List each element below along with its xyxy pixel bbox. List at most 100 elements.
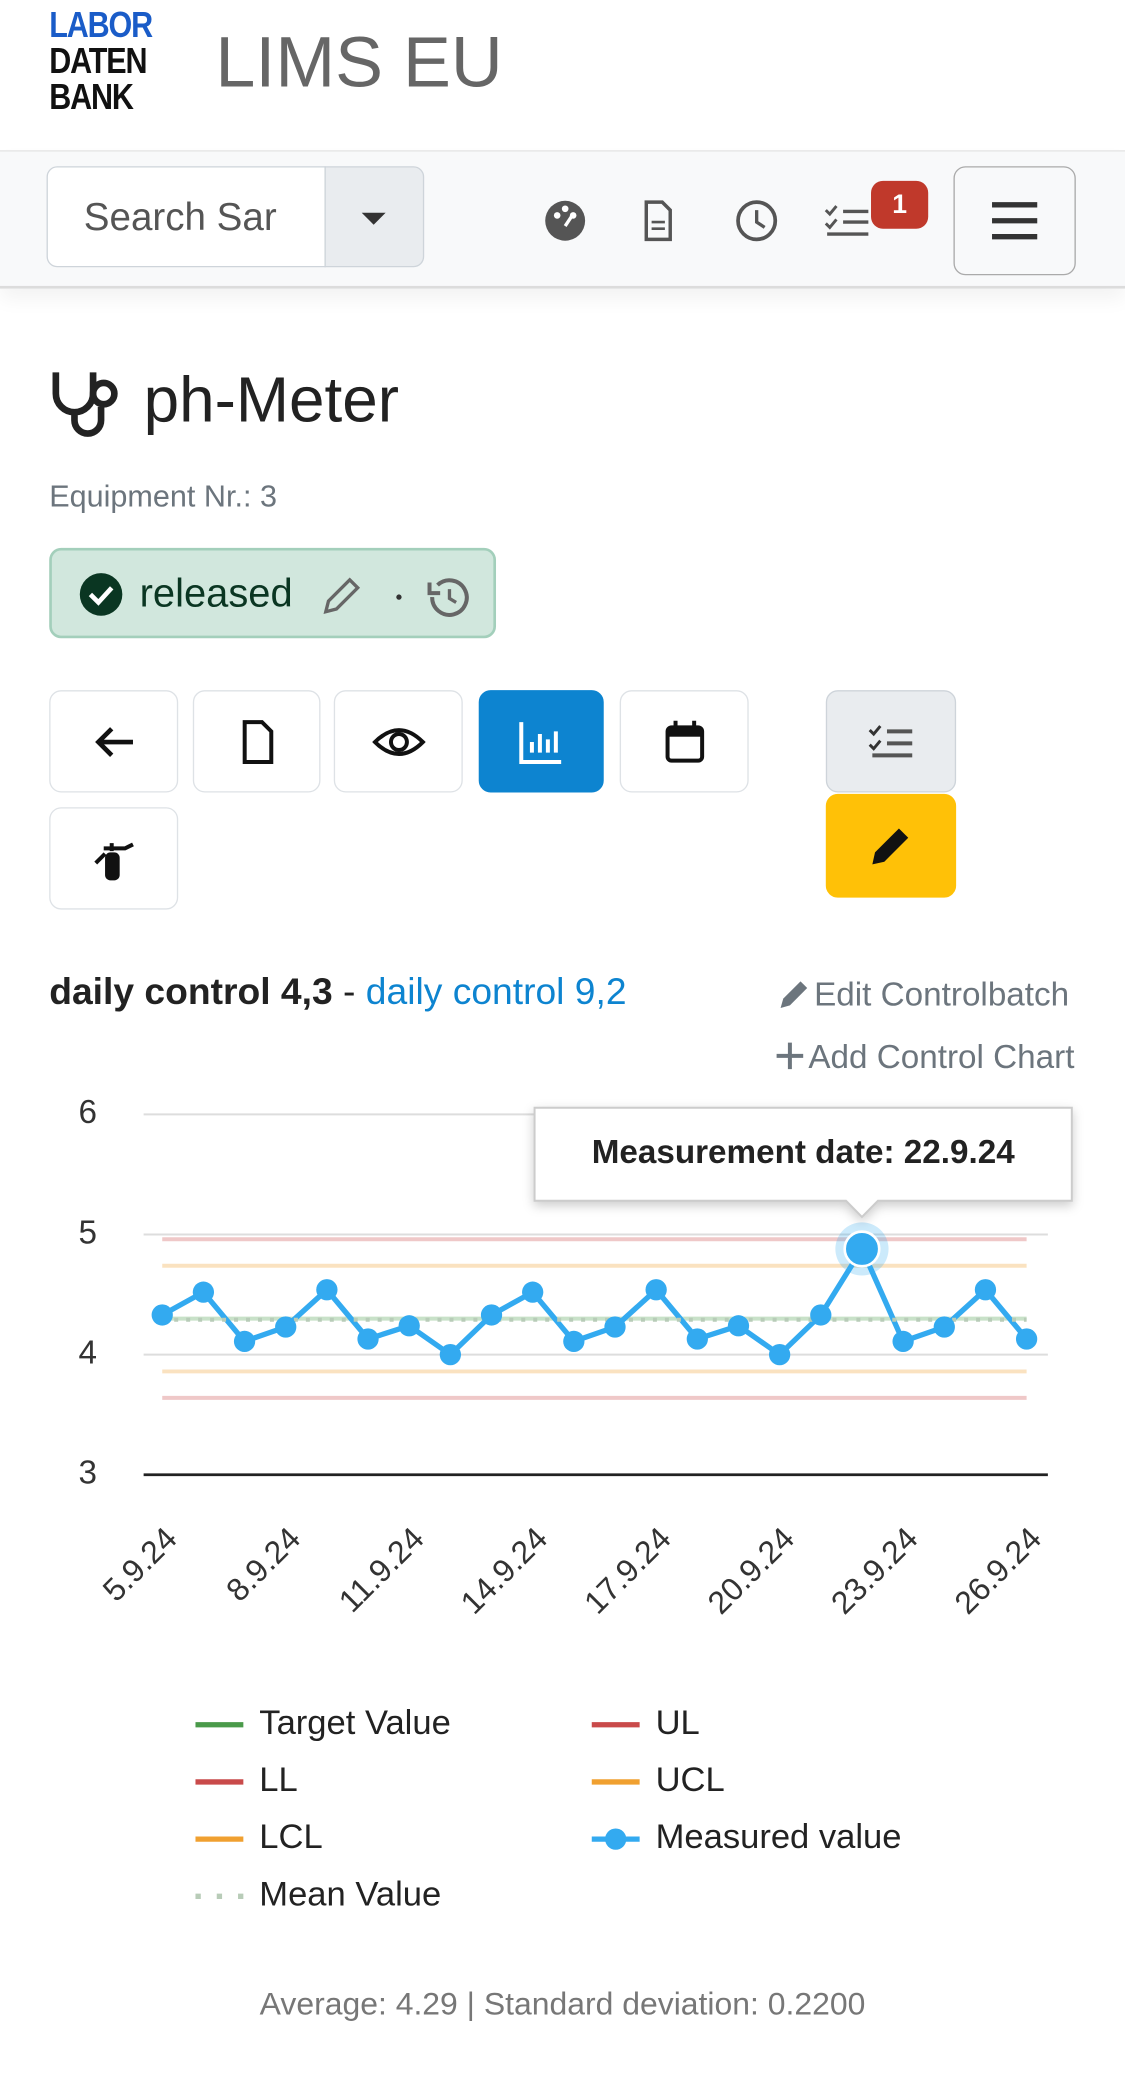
- app-title: LIMS EU: [215, 22, 503, 103]
- legend-item[interactable]: LCL: [195, 1818, 323, 1856]
- data-point: [480, 1304, 503, 1326]
- data-point: [563, 1330, 585, 1353]
- legend-label: Target Value: [259, 1704, 450, 1742]
- hamburger-icon: [992, 202, 1038, 240]
- measured-line: [160, 1246, 1029, 1358]
- nav-icons[interactable]: [539, 191, 871, 250]
- legend-item[interactable]: UCL: [591, 1761, 725, 1799]
- notification-badge: 1: [871, 180, 929, 229]
- data-point: [275, 1316, 297, 1338]
- status-actions[interactable]: [318, 574, 491, 619]
- x-tick-label: 23.9.24: [824, 1520, 925, 1621]
- data-point: [892, 1330, 914, 1353]
- chart-icon: [519, 721, 562, 764]
- data-point: [974, 1279, 997, 1301]
- legend-label: Mean Value: [259, 1875, 441, 1913]
- logo-line: LABOR: [49, 5, 153, 46]
- data-point: [1015, 1328, 1038, 1350]
- pencil-icon: [780, 981, 808, 1008]
- legend-item[interactable]: LL: [195, 1761, 298, 1799]
- checklist-icon: [868, 724, 913, 757]
- y-tick-label: 4: [79, 1334, 97, 1371]
- search-input[interactable]: Search Sar: [46, 166, 326, 268]
- stethoscope-icon: [52, 372, 118, 437]
- legend-label: UCL: [656, 1761, 725, 1799]
- equipment-title: ph-Meter: [143, 365, 400, 437]
- x-tick-label: 17.9.24: [577, 1520, 678, 1621]
- data-point: [769, 1343, 791, 1366]
- data-point: [727, 1315, 750, 1337]
- y-tick-label: 6: [79, 1094, 97, 1131]
- add-control-chart[interactable]: Add Control Chart: [774, 1038, 1075, 1078]
- extinguisher-icon: [93, 841, 134, 880]
- equipment-number: Equipment Nr.: 3: [49, 478, 278, 514]
- data-point: [686, 1328, 708, 1350]
- data-point: [192, 1281, 215, 1303]
- extinguisher-button[interactable]: [49, 807, 179, 910]
- tooltip: Measurement date: 22.9.24: [533, 1106, 1073, 1219]
- file-icon: [242, 719, 274, 764]
- checklist-button[interactable]: [825, 690, 957, 793]
- add-control-chart-text: Add Control Chart: [808, 1038, 1075, 1076]
- calendar-icon: [664, 720, 704, 762]
- logo-line: DATEN: [49, 41, 147, 82]
- legend-item[interactable]: Target Value: [195, 1704, 451, 1742]
- legend-label: Measured value: [656, 1818, 902, 1856]
- data-point: [357, 1328, 379, 1350]
- calendar-button[interactable]: [619, 690, 749, 793]
- edit-controlbatch[interactable]: Edit Controlbatch: [777, 976, 1069, 1015]
- data-point: [810, 1304, 832, 1326]
- tooltip-text: Measurement date: 22.9.24: [592, 1134, 1016, 1171]
- x-tick-label: 26.9.24: [947, 1520, 1048, 1621]
- legend-label: UL: [656, 1704, 700, 1742]
- logo[interactable]: LABOR DATEN BANK: [49, 5, 153, 118]
- control-heading: daily control 4,3 - daily control 9,2: [49, 971, 626, 1014]
- menu-button[interactable]: [953, 166, 1076, 276]
- view-button[interactable]: [333, 690, 463, 793]
- data-point: [645, 1279, 667, 1301]
- x-tick-label: 20.9.24: [700, 1520, 801, 1621]
- data-point: [933, 1316, 955, 1338]
- data-point: [233, 1330, 256, 1353]
- y-tick-label: 5: [79, 1214, 97, 1251]
- control-link[interactable]: daily control 9,2: [365, 970, 627, 1012]
- edit-button[interactable]: [825, 793, 957, 898]
- legend-item[interactable]: UL: [591, 1704, 700, 1742]
- x-tick-label: 8.9.24: [219, 1520, 307, 1608]
- status-badge: released: [49, 547, 497, 639]
- control-chart: 3 4 5 6 5.9.24 8.9.24 11.9.24 14.9.24 17.9.24 20.…: [79, 1094, 1073, 1913]
- check-icon: [79, 573, 123, 616]
- pencil-icon: [872, 828, 909, 865]
- x-tick-label: 5.9.24: [96, 1520, 184, 1608]
- eye-icon: [371, 727, 426, 756]
- edit-controlbatch-text: Edit Controlbatch: [814, 976, 1070, 1014]
- navbar: Search Sar 1: [0, 151, 1125, 289]
- x-tick-label: 14.9.24: [453, 1520, 554, 1621]
- chart-button[interactable]: [478, 690, 604, 793]
- data-point: [522, 1281, 544, 1303]
- document-button[interactable]: [192, 690, 321, 793]
- separator: -: [343, 970, 356, 1012]
- statistics: Average: 4.29 | Standard deviation: 0.22…: [259, 1986, 866, 2023]
- data-point: [439, 1343, 461, 1366]
- active-control: daily control 4,3: [49, 970, 333, 1012]
- legend-item[interactable]: Mean Value: [195, 1875, 441, 1913]
- logo-line: BANK: [49, 77, 134, 118]
- search-dropdown[interactable]: [324, 166, 425, 268]
- x-tick-label: 11.9.24: [332, 1520, 431, 1619]
- arrow-icon: [94, 726, 133, 757]
- back-button[interactable]: [49, 690, 179, 793]
- legend-label: LCL: [259, 1818, 322, 1856]
- data-point: [843, 1230, 881, 1268]
- data-point: [604, 1316, 626, 1338]
- y-tick-label: 3: [79, 1455, 97, 1492]
- legend-label: LL: [259, 1761, 297, 1799]
- data-point: [316, 1279, 338, 1301]
- header: LABOR DATEN BANK LIMS EU: [0, 0, 1125, 152]
- legend-item[interactable]: Measured value: [591, 1818, 902, 1856]
- plus-icon: [776, 1042, 804, 1070]
- data-point: [398, 1315, 420, 1337]
- legend-marker: [605, 1828, 627, 1850]
